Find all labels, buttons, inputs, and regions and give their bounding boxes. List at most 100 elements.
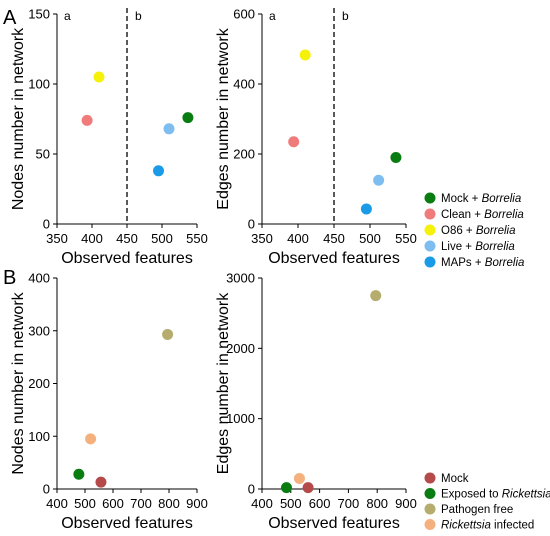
data-point — [288, 136, 300, 148]
x-tick-label: 500 — [74, 496, 96, 511]
panel-label-a: A — [3, 7, 17, 29]
legend-b: Mock Exposed to Rickettsia Pathogen free Ri… — [424, 472, 550, 532]
legend-a-label-italic: Borrelia — [476, 225, 516, 237]
y-tick-label: 200 — [28, 376, 50, 391]
y-tick-label: 0 — [43, 217, 50, 232]
legend-a-marker — [424, 224, 436, 236]
y-tick-label: 100 — [28, 429, 50, 444]
y-tick-label: 50 — [36, 147, 50, 162]
data-point — [280, 482, 292, 494]
data-point — [73, 468, 85, 480]
data-point — [182, 112, 194, 124]
panel-label-b: B — [3, 267, 16, 289]
y-axis-title: Edges number in network — [215, 27, 232, 209]
x-tick-label: 550 — [395, 231, 417, 246]
y-tick-label: 100 — [28, 77, 50, 92]
legend-a-label: O86 + Borrelia — [441, 225, 515, 237]
y-tick-label: 300 — [28, 323, 50, 338]
y-tick-label: 200 — [233, 147, 255, 162]
x-tick-label: 500 — [280, 496, 302, 511]
data-point — [373, 174, 385, 186]
legend-a-label-text: MAPs + — [441, 257, 485, 269]
data-point — [93, 71, 105, 83]
legend-b-label: Rickettsia infected — [441, 520, 534, 532]
legend-a-marker — [424, 192, 436, 204]
x-tick-label: 500 — [359, 231, 381, 246]
region-label-b: b — [135, 9, 142, 23]
x-tick-label: 400 — [251, 496, 273, 511]
legend-b-label-italic: Rickettsia — [499, 489, 550, 501]
x-tick-label: 400 — [81, 231, 103, 246]
data-point — [162, 328, 174, 340]
data-point — [293, 472, 305, 484]
legend-b-marker — [424, 503, 436, 515]
x-axis-title: Observed features — [61, 250, 193, 267]
legend-a-label-italic: Borrelia — [482, 193, 522, 205]
legend-a-marker — [424, 256, 436, 268]
legend-b-marker — [424, 519, 436, 530]
legend-a-label-italic: Borrelia — [485, 257, 525, 269]
y-tick-label: 0 — [248, 482, 255, 497]
x-tick-label: 700 — [338, 496, 360, 511]
data-point — [390, 152, 402, 163]
x-tick-label: 350 — [46, 231, 68, 246]
legend-a-label-text: Mock + — [441, 193, 482, 205]
legend-b-label-text: Exposed to — [441, 489, 499, 501]
legend-a-label: Live + Borrelia — [441, 241, 515, 253]
legend-a-label: Mock + Borrelia — [441, 193, 521, 205]
y-tick-label: 0 — [248, 217, 255, 232]
legend-a-label: Clean + Borrelia — [441, 209, 524, 221]
y-tick-label: 600 — [233, 7, 255, 22]
x-tick-label: 900 — [186, 496, 208, 511]
x-tick-label: 500 — [151, 231, 173, 246]
x-tick-label: 800 — [366, 496, 388, 511]
x-tick-label: 400 — [46, 496, 68, 511]
chart-A-left: 0 50 100 150 350 400 450 500 550 Observed feature… — [10, 7, 208, 268]
x-tick-label: 800 — [158, 496, 180, 511]
legend-b-label-text: Pathogen free — [441, 504, 513, 516]
legend-a-marker — [424, 208, 436, 220]
legend-a-label-italic: Borrelia — [484, 209, 524, 221]
y-tick-label: 1000 — [226, 411, 255, 426]
x-tick-label: 900 — [395, 496, 417, 511]
data-point — [370, 290, 382, 302]
legend-b-label: Exposed to Rickettsia — [441, 489, 550, 501]
x-axis-title: Observed features — [268, 250, 400, 267]
y-axis-title: Nodes number in network — [10, 27, 27, 210]
legend-a-label-text: Live + — [441, 241, 475, 253]
y-axis-title: Edges number in network — [215, 292, 232, 474]
legend-b-marker — [424, 488, 436, 499]
data-point — [153, 165, 164, 177]
y-tick-label: 400 — [28, 271, 50, 286]
x-tick-label: 350 — [251, 231, 273, 246]
legend-b-label: Pathogen free — [441, 504, 513, 516]
plots: 0 50 100 150 350 400 450 500 550 Observed feature… — [10, 7, 417, 533]
x-tick-label: 700 — [130, 496, 152, 511]
data-point — [360, 203, 372, 215]
data-point — [163, 123, 175, 135]
legend-a-label-italic: Borrelia — [475, 241, 515, 253]
y-axis-title: Nodes number in network — [10, 291, 27, 474]
legend-b-label-text: Mock — [441, 473, 469, 485]
legend-b-marker — [424, 472, 436, 484]
x-tick-label: 400 — [287, 231, 309, 246]
region-label-b: b — [342, 9, 349, 23]
x-axis-title: Observed features — [61, 515, 193, 532]
chart-B-right: 0 1000 2000 3000 400 500 600 700 800 900 Observed … — [215, 271, 417, 533]
x-tick-label: 450 — [323, 231, 345, 246]
legend-b-label-text: infected — [491, 520, 534, 532]
y-tick-label: 2000 — [226, 341, 255, 356]
x-tick-label: 600 — [309, 496, 331, 511]
x-tick-label: 450 — [116, 231, 138, 246]
y-tick-label: 150 — [28, 7, 50, 22]
legend-a-label-text: Clean + — [441, 209, 484, 221]
legend-b-label: Mock — [441, 473, 469, 485]
data-point — [302, 482, 314, 494]
data-point — [81, 114, 93, 126]
y-tick-label: 400 — [233, 77, 255, 92]
y-tick-label: 0 — [43, 482, 50, 497]
y-tick-label: 3000 — [226, 271, 255, 286]
x-tick-label: 600 — [102, 496, 124, 511]
